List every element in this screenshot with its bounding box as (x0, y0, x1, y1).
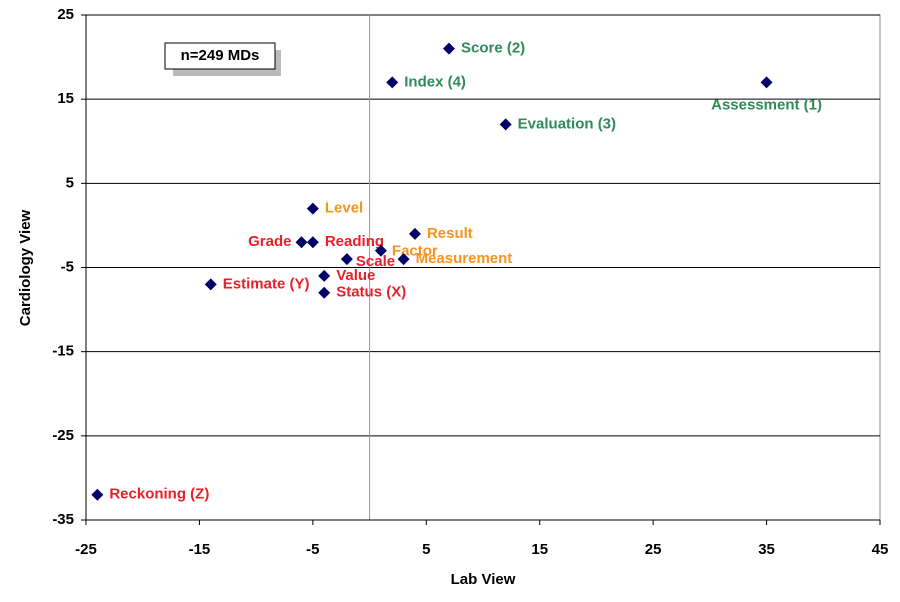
point-label: Estimate (Y) (223, 275, 310, 292)
x-tick-label: 45 (872, 541, 889, 558)
x-tick-label: 15 (531, 541, 548, 558)
point-label: Reading (325, 233, 384, 250)
point-label: Scale (356, 253, 395, 270)
y-tick-label: 25 (57, 6, 74, 23)
marker (318, 269, 331, 282)
y-axis-title: Cardiology View (17, 209, 34, 326)
x-tick-label: -5 (306, 541, 319, 558)
point-label: Result (427, 225, 473, 242)
annotation: n=249 MDs (181, 47, 260, 64)
marker (91, 488, 104, 501)
marker (374, 244, 387, 257)
y-tick-label: -35 (52, 511, 74, 528)
x-axis-title: Lab View (451, 571, 516, 588)
point-label: Index (4) (404, 73, 466, 90)
point-label: Reckoning (Z) (109, 486, 209, 503)
x-tick-label: 25 (645, 541, 662, 558)
point-label: Grade (248, 233, 291, 250)
marker (295, 236, 308, 249)
point-label: Measurement (416, 250, 513, 267)
x-tick-label: -25 (75, 541, 97, 558)
point-label: Status (X) (336, 284, 406, 301)
marker (306, 202, 319, 215)
point-label: Value (336, 267, 375, 284)
marker (499, 118, 512, 131)
marker (204, 278, 217, 291)
y-tick-label: -15 (52, 343, 74, 360)
x-tick-label: 35 (758, 541, 775, 558)
marker (760, 76, 773, 89)
x-tick-label: -15 (189, 541, 211, 558)
y-tick-label: 5 (66, 174, 74, 191)
marker (397, 253, 410, 266)
point-label: Level (325, 200, 363, 217)
marker (408, 227, 421, 240)
point-label: Assessment (1) (711, 96, 822, 113)
x-tick-label: 5 (422, 541, 430, 558)
y-tick-label: 15 (57, 90, 74, 107)
marker (442, 42, 455, 55)
y-tick-label: -5 (61, 258, 74, 275)
annotation-box (164, 42, 276, 70)
y-tick-label: -25 (52, 427, 74, 444)
marker (386, 76, 399, 89)
point-label: Evaluation (3) (518, 115, 616, 132)
marker (318, 286, 331, 299)
marker (306, 236, 319, 249)
point-label: Score (2) (461, 40, 525, 57)
marker (340, 253, 353, 266)
